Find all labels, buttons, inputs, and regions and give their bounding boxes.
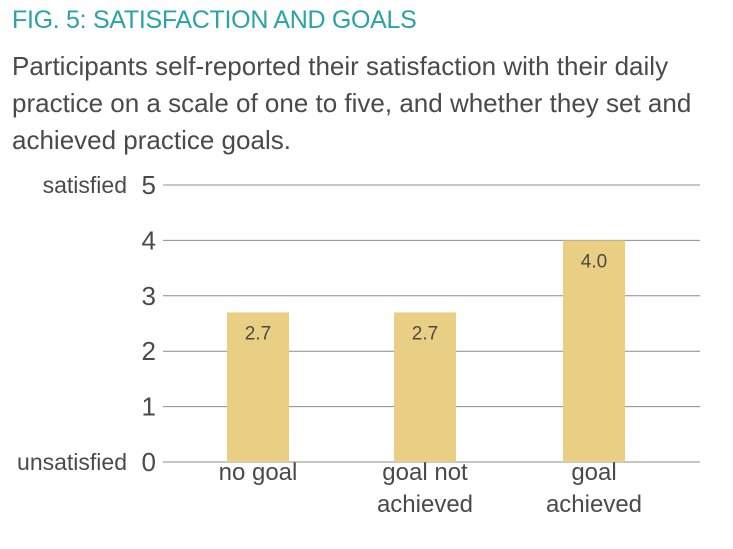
y-label-unsatisfied: unsatisfied [17, 449, 127, 475]
y-tick-label: 2 [142, 336, 156, 366]
y-tick-label: 5 [142, 170, 156, 200]
x-category-label: achieved [377, 491, 473, 518]
x-category-label: goal not [382, 459, 468, 486]
bar-value-label: 2.7 [412, 323, 438, 344]
y-tick-label: 4 [142, 225, 156, 255]
x-category-label: achieved [546, 491, 642, 518]
bar-value-label: 4.0 [581, 251, 607, 272]
y-tick-label: 0 [142, 447, 156, 477]
chart-subtitle: Participants self-reported their satisfa… [12, 51, 692, 155]
y-tick-label: 3 [142, 281, 156, 311]
bar [394, 312, 456, 462]
bar-value-label: 2.7 [245, 323, 271, 344]
labels: 0 1 2 3 4 5 satisfied unsatisfied 2.7 no goal 2.7 g… [17, 170, 642, 518]
chart-title: FIG. 5: SATISFACTION AND GOALS [12, 6, 417, 34]
y-tick-label: 1 [142, 392, 156, 422]
x-category-label: goal [571, 459, 616, 486]
y-label-satisfied: satisfied [43, 172, 127, 198]
x-category-label: no goal [219, 459, 298, 486]
bar [227, 312, 289, 462]
bar [563, 240, 625, 462]
bars [227, 240, 625, 462]
